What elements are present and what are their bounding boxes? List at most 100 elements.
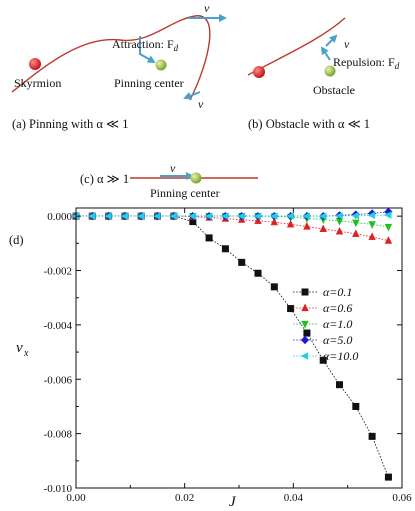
- legend-marker: [300, 352, 309, 360]
- y-tick-label: -0.002: [44, 266, 72, 278]
- data-point: [384, 223, 393, 232]
- data-point: [367, 211, 376, 220]
- y-tick-label: -0.010: [44, 483, 73, 495]
- data-point: [270, 283, 278, 291]
- velocity-chart: (d) 0.00 0.02 0.04 0.06 0.000 -0.002 -0.004 -0.…: [9, 207, 412, 510]
- data-point: [351, 211, 359, 220]
- x-tick-label: 0.04: [284, 492, 304, 504]
- data-point: [303, 221, 311, 230]
- legend-marker: [300, 335, 310, 345]
- velocity-arrow-b: [325, 34, 338, 47]
- data-point: [384, 473, 392, 481]
- attraction-arrow: [139, 36, 156, 63]
- skyrmion-icon-b: [253, 66, 265, 78]
- data-point: [254, 269, 262, 277]
- velocity-label-b: v: [344, 37, 350, 51]
- legend-marker: [301, 288, 309, 296]
- data-point: [286, 212, 294, 220]
- repulsion-label: Repulsion: Fd: [333, 55, 400, 71]
- data-point: [205, 234, 213, 242]
- data-point: [335, 212, 343, 220]
- panel-a: v v Attraction: Fd Skyrmion Pinning cent…: [11, 1, 227, 131]
- data-point: [220, 212, 229, 220]
- velocity-label-c: v: [170, 161, 176, 175]
- velocity-label: v: [204, 1, 210, 15]
- attraction-label: Attraction: Fd: [112, 37, 179, 53]
- legend-marker: [301, 320, 309, 329]
- data-point: [336, 381, 344, 389]
- data-point: [384, 236, 393, 244]
- panel-b: v Repulsion: Fd Obstacle (b) Obstacle wi…: [247, 17, 400, 131]
- legend-item: α=1.0: [293, 317, 352, 331]
- data-point: [120, 212, 128, 220]
- y-tick-label: -0.006: [44, 374, 73, 386]
- legend-item: α=5.0: [293, 333, 352, 347]
- data-point: [319, 356, 327, 364]
- data-point: [286, 219, 295, 228]
- data-point: [368, 221, 376, 229]
- y-tick-label: -0.004: [44, 320, 73, 332]
- data-point: [352, 402, 360, 410]
- y-tick-label: 0.000: [47, 211, 72, 223]
- y-tick-label: -0.008: [44, 429, 73, 441]
- obstacle-label: Obstacle: [313, 83, 355, 97]
- data-point: [335, 226, 344, 235]
- pinning-center-label-c: Pinning center: [150, 186, 220, 200]
- data-point: [188, 212, 196, 220]
- x-axis-label: J: [229, 494, 237, 510]
- data-point: [303, 329, 311, 337]
- obstacle-icon: [324, 65, 336, 77]
- pinning-center-label: Pinning center: [114, 76, 184, 90]
- data-point: [136, 212, 145, 220]
- panel-d-label: (d): [9, 233, 24, 247]
- data-point: [368, 432, 376, 440]
- data-point: [204, 212, 213, 220]
- data-point: [318, 212, 327, 220]
- legend-item: α=10.0: [293, 349, 358, 363]
- legend-label: α=5.0: [323, 333, 352, 347]
- legend-label: α=10.0: [323, 349, 358, 363]
- data-point: [287, 305, 295, 313]
- data-point: [169, 212, 177, 220]
- skyrmion-label: Skyrmion: [14, 76, 61, 90]
- series-1: [72, 211, 393, 244]
- legend-item: α=0.6: [293, 301, 352, 315]
- velocity-label-bottom: v: [198, 97, 204, 111]
- legend-item: α=0.1: [293, 285, 352, 299]
- panel-c-caption: (c) α ≫ 1: [80, 172, 129, 186]
- legend-label: α=1.0: [323, 317, 352, 331]
- data-point: [253, 212, 262, 220]
- data-point: [302, 212, 311, 220]
- velocity-arrow-bottom: [183, 91, 201, 100]
- x-tick-label: 0.00: [66, 492, 86, 504]
- series-4: [71, 211, 392, 220]
- legend-label: α=0.1: [323, 285, 352, 299]
- pinning-center-icon: [155, 59, 167, 71]
- panel-b-caption: (b) Obstacle with α ≪ 1: [248, 117, 370, 131]
- data-point: [221, 245, 229, 253]
- pinning-center-icon-c: [190, 172, 202, 184]
- series-2: [72, 213, 393, 232]
- data-point: [87, 212, 96, 220]
- y-axis-label: v: [16, 340, 23, 356]
- panel-a-caption: (a) Pinning with α ≪ 1: [12, 117, 129, 131]
- x-tick-label: 0.02: [175, 492, 194, 504]
- data-point: [368, 232, 376, 240]
- data-point: [104, 212, 112, 220]
- legend-label: α=0.6: [323, 301, 352, 315]
- legend-marker: [301, 303, 309, 312]
- skyrmion-trajectory: [11, 15, 211, 101]
- data-point: [352, 229, 360, 237]
- x-tick-label: 0.06: [392, 492, 412, 504]
- skyrmion-icon: [29, 58, 41, 70]
- panel-c: (c) α ≫ 1 v Pinning center: [80, 161, 258, 200]
- data-point: [270, 217, 278, 226]
- data-point: [153, 212, 161, 220]
- data-point: [238, 258, 246, 266]
- data-point: [237, 212, 245, 220]
- data-point: [383, 211, 392, 219]
- y-axis-label-sub: x: [23, 348, 29, 359]
- series-3: [71, 207, 393, 221]
- repulsion-arrow: [320, 46, 331, 61]
